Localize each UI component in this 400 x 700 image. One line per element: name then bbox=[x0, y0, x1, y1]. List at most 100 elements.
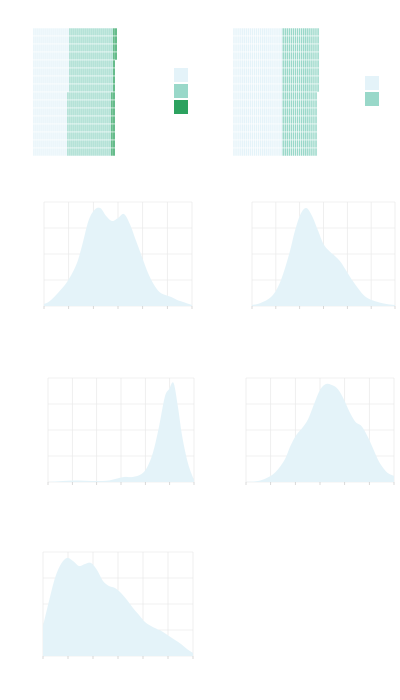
waffle-cell-light bbox=[236, 139, 240, 149]
waffle-cell-mid bbox=[308, 99, 312, 109]
waffle-cell-mid bbox=[294, 51, 297, 61]
waffle-cell-mid bbox=[88, 139, 92, 149]
waffle-cell-light bbox=[46, 59, 50, 69]
waffle-cell-light bbox=[259, 27, 262, 37]
waffle-cell-mid bbox=[72, 115, 76, 125]
waffle-cell-mid bbox=[294, 147, 297, 157]
waffle-cell-dark bbox=[112, 91, 116, 101]
waffle-cell-mid bbox=[76, 67, 80, 77]
waffle-cell-light bbox=[269, 131, 273, 141]
waffle-cell-mid bbox=[94, 27, 98, 37]
waffle-cell-mid bbox=[106, 99, 110, 109]
legend-key-light bbox=[365, 76, 379, 90]
waffle-cell-light bbox=[44, 35, 48, 45]
waffle-cell-light bbox=[251, 123, 254, 133]
waffle-cell-mid bbox=[68, 51, 72, 61]
waffle-cell-light bbox=[247, 131, 250, 141]
waffle-cell-mid bbox=[98, 35, 102, 45]
waffle-cell-light bbox=[44, 43, 48, 53]
waffle-cell-mid bbox=[296, 99, 299, 109]
waffle-cell-mid bbox=[306, 35, 310, 45]
waffle-cell-mid bbox=[281, 147, 285, 157]
waffle-cell-light bbox=[265, 43, 269, 53]
waffle-cell-light bbox=[249, 35, 252, 45]
waffle-cell-mid bbox=[314, 99, 318, 109]
waffle-cell-light bbox=[257, 51, 260, 61]
waffle-cell-light bbox=[48, 107, 52, 117]
waffle-cell-mid bbox=[68, 91, 72, 101]
waffle-cell-mid bbox=[92, 27, 96, 37]
waffle-cell-mid bbox=[78, 75, 82, 85]
waffle-cell-light bbox=[245, 35, 248, 45]
waffle-cell-mid bbox=[88, 59, 92, 69]
waffle-cell-light bbox=[261, 43, 265, 53]
waffle-cell-mid bbox=[82, 51, 86, 61]
waffle-cell-mid bbox=[92, 107, 96, 117]
waffle-cell-mid bbox=[78, 99, 82, 109]
waffle-cell-mid bbox=[106, 59, 110, 69]
waffle-cell-light bbox=[46, 131, 50, 141]
waffle-cell-mid bbox=[98, 91, 102, 101]
waffle-cell-light bbox=[259, 75, 262, 85]
waffle-cell-mid bbox=[304, 59, 308, 69]
waffle-cell-light bbox=[64, 115, 68, 125]
waffle-cell-mid bbox=[80, 99, 84, 109]
waffle-cell-mid bbox=[302, 83, 306, 93]
waffle-cell-mid bbox=[86, 139, 90, 149]
waffle-cell-mid bbox=[74, 67, 78, 77]
waffle-cell-light bbox=[242, 35, 246, 45]
waffle-cell-mid bbox=[108, 139, 112, 149]
waffle-cell-light bbox=[40, 115, 44, 125]
waffle-cell-light bbox=[251, 147, 254, 157]
waffle-cell-mid bbox=[294, 75, 297, 85]
waffle-cell-light bbox=[44, 123, 48, 133]
waffle-cell-mid bbox=[298, 75, 301, 85]
waffle-cell-light bbox=[64, 123, 68, 133]
waffle-cell-light bbox=[242, 91, 246, 101]
waffle-cell-mid bbox=[88, 131, 92, 141]
waffle-cell-light bbox=[234, 147, 238, 157]
waffle-cell-mid bbox=[288, 123, 291, 133]
waffle-cell-light bbox=[238, 75, 242, 85]
waffle-cell-mid bbox=[300, 139, 303, 149]
waffle-cell-mid bbox=[300, 107, 303, 117]
waffle-cell-light bbox=[40, 51, 44, 61]
waffle-cell-light bbox=[38, 115, 42, 125]
waffle-cell-light bbox=[50, 131, 54, 141]
density-area bbox=[252, 207, 395, 306]
waffle-cell-light bbox=[60, 91, 64, 101]
waffle-cell-mid bbox=[100, 43, 104, 53]
waffle-cell-light bbox=[253, 83, 256, 93]
waffle-cell-mid bbox=[76, 131, 80, 141]
waffle-cell-light bbox=[273, 83, 277, 93]
waffle-cell-light bbox=[245, 139, 248, 149]
waffle-cell-light bbox=[232, 123, 236, 133]
waffle-cell-mid bbox=[86, 51, 90, 61]
waffle-cell-mid bbox=[292, 147, 295, 157]
waffle-cell-mid bbox=[290, 83, 293, 93]
waffle-cell-light bbox=[277, 59, 281, 69]
waffle-cell-mid bbox=[294, 59, 297, 69]
waffle-cell-mid bbox=[292, 35, 295, 45]
waffle-cell-mid bbox=[96, 107, 100, 117]
waffle-cell-mid bbox=[98, 59, 102, 69]
waffle-cell-light bbox=[279, 131, 283, 141]
waffle-cell-mid bbox=[96, 99, 100, 109]
waffle-cell-mid bbox=[314, 131, 318, 141]
waffle-cell-mid bbox=[298, 131, 301, 141]
waffle-cell-mid bbox=[108, 83, 112, 93]
waffle-cell-mid bbox=[74, 35, 78, 45]
waffle-cell-light bbox=[271, 75, 275, 85]
waffle-cell-light bbox=[253, 131, 256, 141]
waffle-cell-mid bbox=[312, 35, 316, 45]
waffle-cell-mid bbox=[78, 131, 82, 141]
waffle-cell-mid bbox=[82, 123, 86, 133]
waffle-cell-mid bbox=[86, 107, 90, 117]
waffle-cell-mid bbox=[316, 75, 320, 85]
waffle-cell-mid bbox=[283, 67, 287, 77]
waffle-cell-mid bbox=[90, 115, 94, 125]
waffle-cell-light bbox=[38, 139, 42, 149]
waffle-cell-light bbox=[267, 43, 271, 53]
waffle-cell-light bbox=[259, 139, 262, 149]
waffle-cell-mid bbox=[290, 107, 293, 117]
